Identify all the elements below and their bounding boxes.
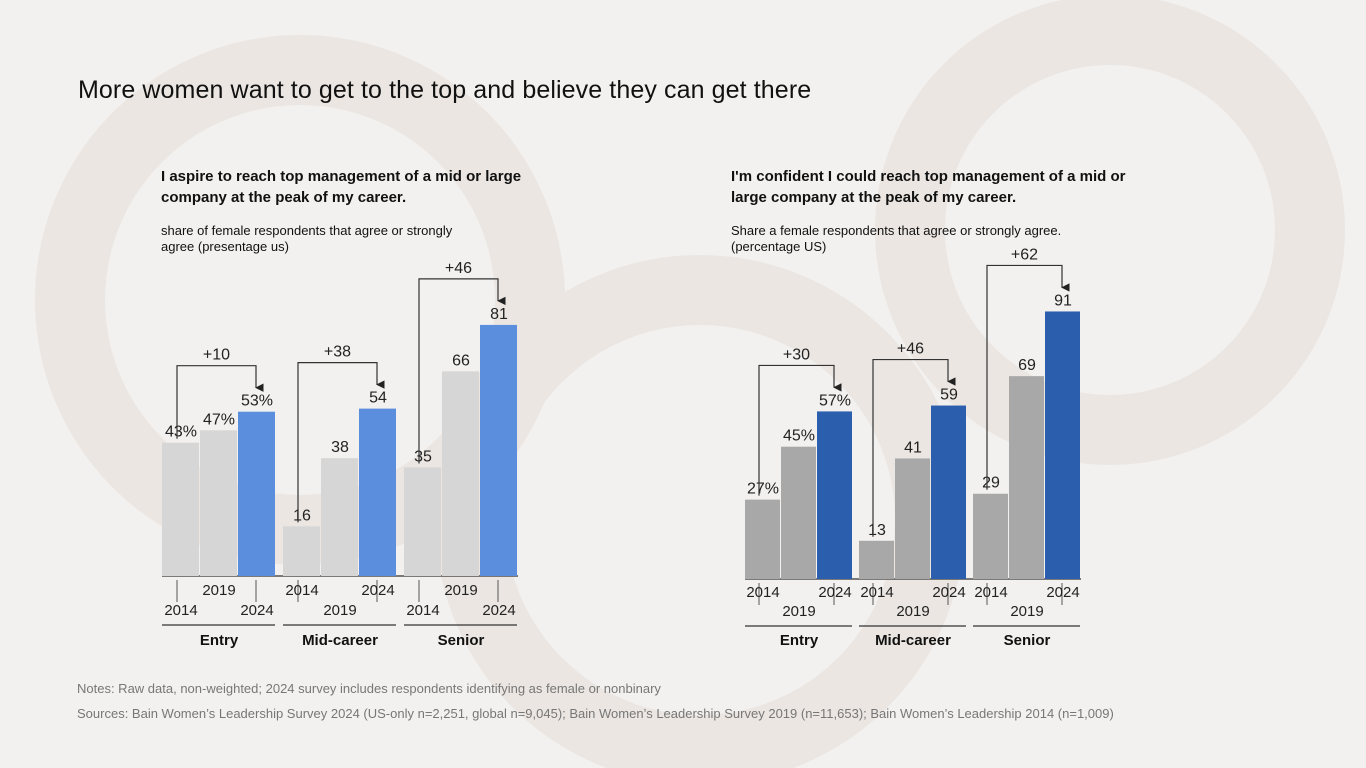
bar-entry-2024 xyxy=(817,411,852,579)
data-label: 43% xyxy=(165,424,197,441)
year-label: 2014 xyxy=(746,584,779,601)
data-label: 13 xyxy=(868,522,886,539)
group-label-entry: Entry xyxy=(200,632,239,649)
bar-mid-career-2024 xyxy=(931,405,966,579)
year-label: 2024 xyxy=(1046,584,1079,601)
bar-mid-career-2019 xyxy=(321,458,358,576)
year-label: 2024 xyxy=(240,602,273,619)
year-label: 2014 xyxy=(406,602,439,619)
bar-entry-2014 xyxy=(162,442,199,576)
bar-mid-career-2014 xyxy=(859,540,894,579)
data-label: 38 xyxy=(331,439,349,456)
data-label: 54 xyxy=(369,390,387,407)
right-chart-subtitle: Share a female respondents that agree or… xyxy=(731,223,1062,254)
change-bracket xyxy=(758,364,842,496)
bar-senior-2024 xyxy=(480,324,517,576)
data-label: 47% xyxy=(203,411,235,428)
group-label-mid-career: Mid-career xyxy=(875,632,951,649)
data-label: 57% xyxy=(819,392,851,409)
bar-entry-2019 xyxy=(781,446,816,579)
bar-entry-2014 xyxy=(745,499,780,579)
data-label: 59 xyxy=(940,387,958,404)
group-label-senior: Senior xyxy=(1004,632,1051,649)
year-label: 2014 xyxy=(974,584,1007,601)
data-label: 41 xyxy=(904,439,922,456)
bar-senior-2024 xyxy=(1045,311,1080,579)
year-label: 2024 xyxy=(932,584,965,601)
group-label-mid-career: Mid-career xyxy=(302,632,378,649)
bar-senior-2019 xyxy=(1009,376,1044,579)
bar-entry-2019 xyxy=(200,430,237,576)
change-label: +46 xyxy=(445,260,472,277)
data-label: 91 xyxy=(1054,292,1072,309)
bar-senior-2014 xyxy=(973,493,1008,579)
change-bracket xyxy=(418,278,506,464)
bar-senior-2019 xyxy=(442,371,479,576)
bar-mid-career-2019 xyxy=(895,458,930,579)
data-label: 27% xyxy=(747,481,779,498)
sources-text: Sources: Bain Women’s Leadership Survey … xyxy=(77,706,1114,721)
change-bracket xyxy=(872,358,956,537)
change-bracket xyxy=(986,264,1070,490)
data-label: 45% xyxy=(783,428,815,445)
bar-mid-career-2024 xyxy=(359,408,396,576)
change-label: +30 xyxy=(783,346,810,363)
left-chart-subtitle: share of female respondents that agree o… xyxy=(161,223,453,254)
change-label: +38 xyxy=(324,344,351,361)
left-chart-title: I aspire to reach top management of a mi… xyxy=(161,168,522,206)
bar-entry-2024 xyxy=(238,411,275,576)
data-label: 29 xyxy=(982,475,1000,492)
right-chart-title: I'm confident I could reach top manageme… xyxy=(731,168,1126,206)
year-label: 2014 xyxy=(285,582,318,599)
data-label: 81 xyxy=(490,306,508,323)
group-label-entry: Entry xyxy=(780,632,819,649)
change-label: +62 xyxy=(1011,246,1038,263)
year-label: 2019 xyxy=(202,582,235,599)
data-label: 53% xyxy=(241,393,273,410)
bar-mid-career-2014 xyxy=(283,526,320,576)
year-label: 2024 xyxy=(361,582,394,599)
year-label: 2024 xyxy=(482,602,515,619)
year-label: 2014 xyxy=(860,584,893,601)
page-title: More women want to get to the top and be… xyxy=(78,76,812,104)
year-label: 2024 xyxy=(818,584,851,601)
change-bracket xyxy=(176,365,264,439)
notes-text: Notes: Raw data, non-weighted; 2024 surv… xyxy=(77,681,661,696)
group-label-senior: Senior xyxy=(438,632,485,649)
data-label: 66 xyxy=(452,352,470,369)
year-label: 2019 xyxy=(323,602,356,619)
change-label: +10 xyxy=(203,347,230,364)
bar-senior-2014 xyxy=(404,467,441,576)
year-label: 2019 xyxy=(896,603,929,620)
change-bracket xyxy=(297,362,385,523)
change-label: +46 xyxy=(897,341,924,358)
data-label: 69 xyxy=(1018,357,1036,374)
year-label: 2014 xyxy=(164,602,197,619)
year-label: 2019 xyxy=(444,582,477,599)
year-label: 2019 xyxy=(1010,603,1043,620)
year-label: 2019 xyxy=(782,603,815,620)
